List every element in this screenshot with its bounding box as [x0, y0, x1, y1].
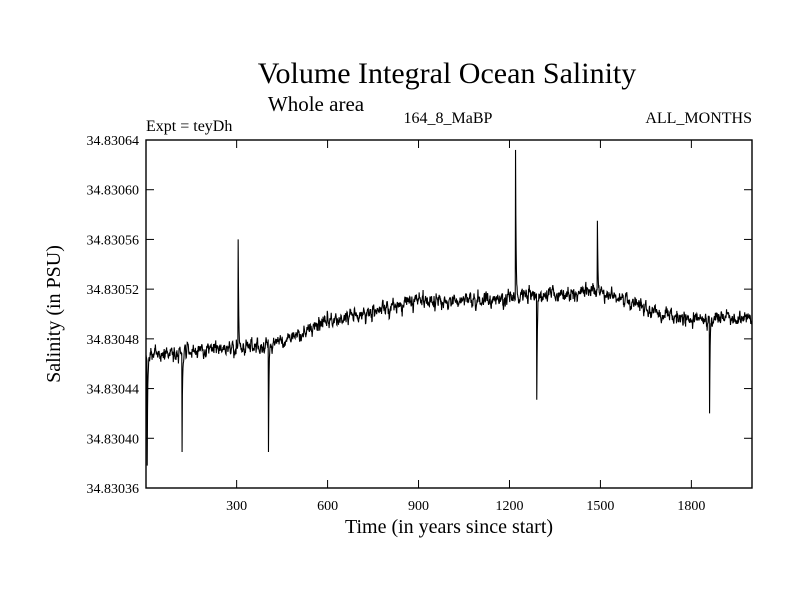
y-tick-label: 34.83036 — [87, 482, 140, 497]
plot-frame — [145, 139, 753, 489]
y-axis-ticks: 34.83036 34.83040 34.83044 34.83048 34.83052… — [87, 134, 752, 497]
y-tick-label: 34.83056 — [87, 233, 140, 248]
salinity-series-line — [145, 149, 753, 466]
x-axis-label: Time (in years since start) — [345, 516, 553, 538]
x-tick-label: 1200 — [495, 499, 523, 514]
x-tick-label: 300 — [226, 499, 247, 514]
y-tick-label: 34.83060 — [87, 184, 140, 199]
x-tick-label: 1500 — [586, 499, 614, 514]
y-tick-label: 34.83048 — [87, 333, 140, 348]
y-tick-label: 34.83064 — [87, 134, 140, 149]
chart-title: Volume Integral Ocean Salinity — [258, 57, 637, 90]
run-label: 164_8_MaBP — [404, 110, 493, 127]
x-tick-label: 1800 — [677, 499, 705, 514]
y-axis-label: Salinity (in PSU) — [43, 245, 65, 383]
x-axis-ticks: 300 600 900 1200 1500 1800 — [226, 140, 705, 514]
x-tick-label: 900 — [408, 499, 429, 514]
y-tick-label: 34.83040 — [87, 432, 140, 447]
months-label: ALL_MONTHS — [645, 110, 752, 127]
y-tick-label: 34.83052 — [87, 283, 140, 298]
y-tick-label: 34.83044 — [87, 383, 140, 398]
chart-subtitle: Whole area — [268, 92, 365, 116]
experiment-label: Expt = teyDh — [146, 118, 232, 135]
series-group — [145, 149, 753, 466]
x-tick-label: 600 — [317, 499, 338, 514]
